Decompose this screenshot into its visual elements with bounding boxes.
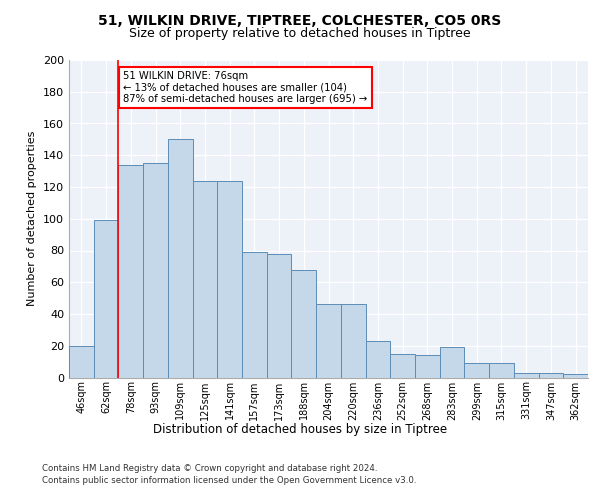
Bar (390, 354, 415, 378)
Bar (316, 304, 341, 378)
Bar (440, 348, 464, 378)
Text: 51, WILKIN DRIVE, TIPTREE, COLCHESTER, CO5 0RS: 51, WILKIN DRIVE, TIPTREE, COLCHESTER, C… (98, 14, 502, 28)
Bar (563, 374, 588, 378)
Bar (267, 254, 292, 378)
Bar (168, 140, 193, 378)
Bar (464, 363, 489, 378)
Bar (489, 363, 514, 378)
Bar (193, 180, 217, 378)
Bar (242, 252, 267, 378)
Text: Distribution of detached houses by size in Tiptree: Distribution of detached houses by size … (153, 422, 447, 436)
Text: 51 WILKIN DRIVE: 76sqm
← 13% of detached houses are smaller (104)
87% of semi-de: 51 WILKIN DRIVE: 76sqm ← 13% of detached… (124, 71, 368, 104)
Text: Contains HM Land Registry data © Crown copyright and database right 2024.: Contains HM Land Registry data © Crown c… (42, 464, 377, 473)
Bar (292, 270, 316, 378)
Bar (217, 180, 242, 378)
Bar (94, 220, 118, 378)
Bar (69, 346, 94, 378)
Y-axis label: Number of detached properties: Number of detached properties (28, 131, 37, 306)
Bar (118, 165, 143, 378)
Bar (514, 372, 539, 378)
Bar (415, 356, 440, 378)
Text: Contains public sector information licensed under the Open Government Licence v3: Contains public sector information licen… (42, 476, 416, 485)
Bar (143, 163, 168, 378)
Text: Size of property relative to detached houses in Tiptree: Size of property relative to detached ho… (129, 28, 471, 40)
Bar (341, 304, 365, 378)
Bar (539, 372, 563, 378)
Bar (365, 341, 390, 378)
